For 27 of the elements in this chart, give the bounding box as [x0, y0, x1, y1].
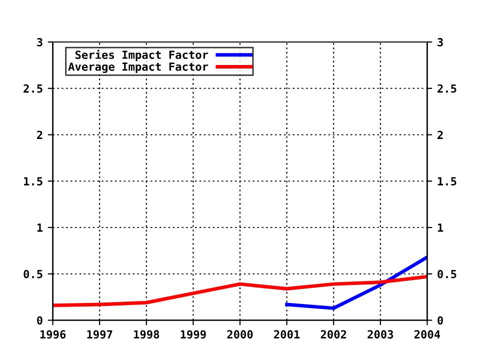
x-tick-label: 2000	[227, 330, 253, 339]
y-tick-label: 1	[37, 224, 43, 232]
x-tick-label: 1998	[134, 330, 160, 339]
y2-tick-label: 1	[438, 224, 444, 232]
y2-tick-label: 2	[438, 130, 443, 139]
y2-tick-label: 0.5	[438, 270, 456, 278]
y-tick-label: 2	[37, 130, 42, 139]
x-tick-label: 2001	[274, 330, 300, 339]
legend-label: Series Impact Factor	[75, 50, 208, 62]
x-tick-label: 1997	[87, 330, 112, 339]
y-tick-label: 3	[37, 38, 42, 46]
line-series	[52, 274, 428, 308]
legend-label: Average Impact Factor	[68, 62, 208, 73]
y2-tick-label: 2.5	[438, 84, 456, 93]
x-tick-label: 1996	[40, 330, 66, 339]
y2-tick-label: 0	[438, 316, 443, 325]
y-tick-label: 1.5	[24, 177, 42, 186]
x-tick-label: 2002	[320, 330, 346, 339]
y-tick-label: 2.5	[24, 84, 42, 93]
y-tick-label: 0.5	[24, 270, 42, 278]
x-tick-label: 2004	[414, 330, 440, 339]
x-tick-label: 1999	[180, 330, 206, 339]
y-tick-label: 0	[37, 316, 42, 325]
x-tick-label: 2003	[368, 330, 394, 339]
y2-tick-label: 1.5	[438, 177, 456, 186]
y2-tick-label: 3	[438, 38, 443, 46]
line-series	[285, 255, 428, 310]
